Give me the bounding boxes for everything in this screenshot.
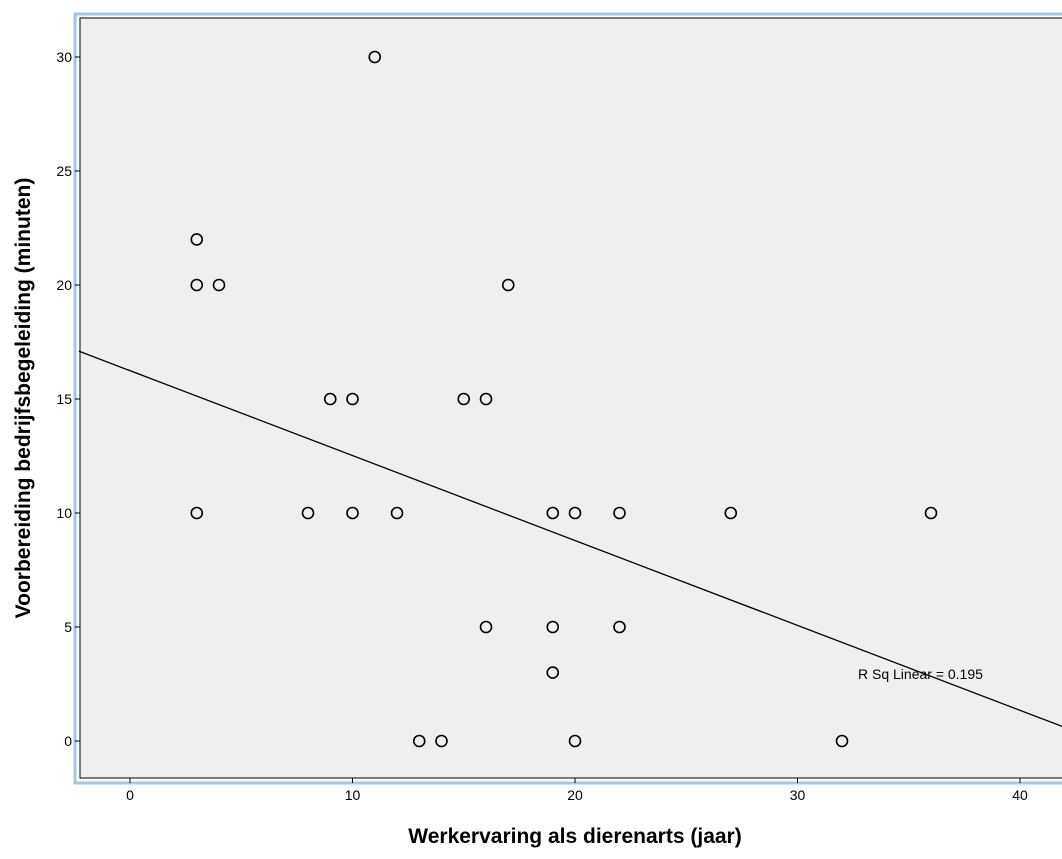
plot-area	[79, 17, 1062, 779]
x-tick-label: 0	[126, 787, 134, 803]
data-point	[435, 734, 448, 748]
data-point	[368, 50, 382, 64]
y-tick-label: 30	[56, 49, 72, 65]
data-point	[479, 620, 493, 634]
y-tick-label: 20	[56, 277, 72, 293]
x-tick-label: 20	[567, 787, 583, 803]
data-point	[190, 278, 204, 292]
x-axis-ticks: 0 10 20 30 40	[126, 778, 1028, 803]
data-point	[613, 506, 626, 520]
data-point	[568, 506, 582, 520]
data-point	[479, 392, 493, 406]
data-point	[546, 666, 560, 679]
data-point	[457, 392, 471, 406]
data-point	[390, 506, 404, 520]
y-tick-label: 10	[56, 505, 72, 521]
data-point	[212, 278, 226, 292]
y-tick-label: 0	[64, 733, 72, 749]
data-point	[346, 506, 359, 520]
data-point	[546, 620, 560, 634]
data-point	[301, 506, 315, 520]
y-axis-title: Voorbereiding bedrijfsbegeleiding (minut…	[12, 178, 35, 619]
data-point	[346, 392, 359, 406]
x-tick-label: 40	[1012, 787, 1028, 803]
data-point	[190, 233, 204, 246]
data-point	[924, 506, 938, 520]
y-tick-label: 25	[56, 163, 72, 179]
x-tick-label: 10	[345, 787, 361, 803]
data-point	[613, 620, 626, 634]
data-point	[323, 392, 337, 406]
x-tick-label: 30	[790, 787, 806, 803]
y-axis-ticks: 0 5 10 15 20 25 30	[56, 49, 80, 749]
data-points	[190, 50, 938, 748]
data-point	[190, 506, 204, 520]
data-point	[724, 506, 738, 520]
data-point	[412, 734, 426, 748]
fit-line	[78, 350, 1062, 728]
y-tick-label: 5	[64, 619, 72, 635]
data-point	[546, 506, 560, 520]
y-tick-label: 15	[56, 391, 72, 407]
data-point	[568, 734, 582, 748]
data-point	[835, 734, 849, 748]
x-axis-title: Werkervaring als dierenarts (jaar)	[408, 825, 741, 848]
r-squared-annotation: R Sq Linear = 0.195	[858, 666, 983, 682]
data-point	[501, 278, 515, 292]
